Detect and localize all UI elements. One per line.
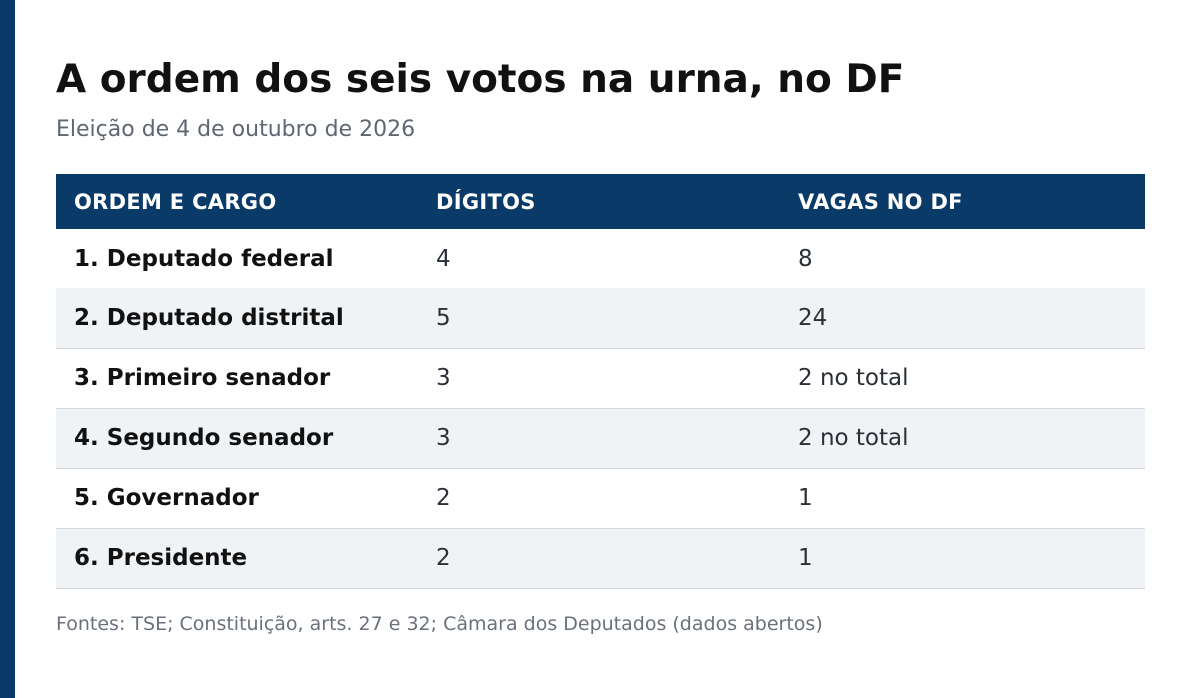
cell-vagas: 1 (798, 485, 813, 511)
cell-vagas: 1 (798, 545, 813, 571)
header-digitos: DÍGITOS (436, 189, 536, 214)
cell-cargo: 3. Primeiro senador (74, 365, 331, 391)
cell-digitos: 3 (436, 425, 451, 451)
source-note: Fontes: TSE; Constituição, arts. 27 e 32… (56, 613, 823, 635)
header-ordem-cargo: ORDEM E CARGO (74, 189, 277, 214)
cell-cargo: 6. Presidente (74, 545, 248, 571)
table-row: 4. Segundo senador 3 2 no total (56, 408, 1145, 468)
table-row: 1. Deputado federal 4 8 (56, 229, 1145, 288)
cell-digitos: 2 (436, 545, 451, 571)
cell-digitos: 4 (436, 245, 451, 272)
cell-cargo: 5. Governador (74, 485, 259, 511)
cell-cargo: 2. Deputado distrital (74, 304, 344, 331)
cell-vagas: 2 no total (798, 365, 909, 391)
cell-vagas: 2 no total (798, 425, 909, 451)
cell-digitos: 5 (436, 304, 451, 331)
cell-digitos: 2 (436, 485, 451, 511)
table-header-row: ORDEM E CARGO DÍGITOS VAGAS NO DF (56, 174, 1145, 229)
accent-bar (0, 0, 15, 698)
page-subtitle: Eleição de 4 de outubro de 2026 (56, 117, 416, 142)
table-row: 2. Deputado distrital 5 24 (56, 288, 1145, 348)
cell-cargo: 1. Deputado federal (74, 245, 334, 272)
cell-cargo: 4. Segundo senador (74, 425, 334, 451)
table-row: 3. Primeiro senador 3 2 no total (56, 348, 1145, 408)
page-title: A ordem dos seis votos na urna, no DF (56, 57, 905, 102)
cell-digitos: 3 (436, 365, 451, 391)
vote-order-table: ORDEM E CARGO DÍGITOS VAGAS NO DF 1. Dep… (56, 174, 1145, 589)
table-row: 6. Presidente 2 1 (56, 528, 1145, 588)
table-row: 5. Governador 2 1 (56, 468, 1145, 528)
header-vagas: VAGAS NO DF (798, 189, 963, 214)
cell-vagas: 24 (798, 304, 828, 331)
cell-vagas: 8 (798, 245, 813, 272)
